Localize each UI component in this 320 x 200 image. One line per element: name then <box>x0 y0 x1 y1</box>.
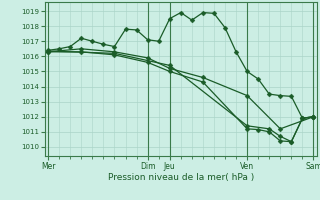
X-axis label: Pression niveau de la mer( hPa ): Pression niveau de la mer( hPa ) <box>108 173 254 182</box>
